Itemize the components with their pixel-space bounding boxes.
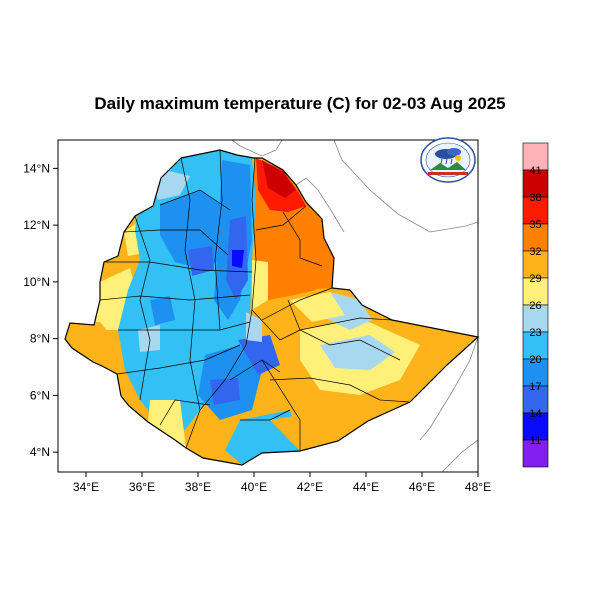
map-frame [57, 139, 479, 473]
colorbar-level-label: 23 [529, 327, 541, 339]
colorbar-level-label: 26 [529, 300, 541, 312]
colorbar-swatch [522, 358, 549, 387]
colorbar-swatch [522, 304, 549, 333]
neighbour-coastlines [231, 140, 478, 472]
colorbar-swatch [522, 142, 549, 171]
colorbar-level-label: 11 [530, 435, 541, 447]
colorbar-swatch [522, 250, 549, 279]
x-tick-label: 38°E [185, 480, 211, 494]
colorbar-swatch [522, 412, 549, 441]
y-tick-label: 10°N [23, 275, 50, 289]
admin-boundaries [99, 150, 411, 451]
ethiopian-meteorology-institute-logo [420, 137, 476, 183]
y-tick-label: 14°N [23, 161, 50, 175]
temperature-field [65, 150, 478, 465]
y-tick-label: 4°N [30, 445, 50, 459]
x-tick-label: 34°E [73, 480, 99, 494]
colorbar-level-label: 38 [529, 192, 541, 204]
colorbar-swatch [522, 385, 549, 414]
colorbar-level-label: 14 [529, 408, 541, 420]
x-tick-label: 36°E [129, 480, 155, 494]
colorbar-level-label: 35 [529, 219, 541, 231]
colorbar-swatch [522, 277, 549, 306]
ethiopia-border [64, 149, 480, 466]
colorbar-level-label: 17 [529, 381, 541, 393]
x-tick-label: 42°E [297, 480, 323, 494]
y-axis-ticks: 14°N 12°N 10°N 8°N 6°N 4°N [23, 161, 58, 459]
colorbar-level-label: 32 [529, 246, 541, 258]
map-title: Daily maximum temperature (C) for 02-03 … [94, 94, 506, 113]
colorbar: 41 38 35 32 29 26 23 20 17 14 11 [522, 142, 549, 468]
y-tick-label: 6°N [30, 388, 50, 402]
colorbar-swatch [522, 439, 549, 468]
colorbar-swatch [522, 331, 549, 360]
x-tick-label: 48°E [465, 480, 491, 494]
colorbar-swatch [522, 169, 549, 198]
x-tick-label: 46°E [409, 480, 435, 494]
colorbar-level-label: 29 [529, 273, 541, 285]
y-tick-label: 8°N [30, 332, 50, 346]
x-tick-label: 44°E [353, 480, 379, 494]
x-tick-label: 40°E [241, 480, 267, 494]
colorbar-level-label: 41 [529, 165, 541, 177]
colorbar-level-label: 20 [529, 354, 541, 366]
x-axis-ticks: 34°E 36°E 38°E 40°E 42°E 44°E 46°E 48°E [73, 472, 491, 494]
colorbar-swatch [522, 196, 549, 225]
y-tick-label: 12°N [23, 218, 50, 232]
colorbar-swatch [522, 223, 549, 252]
